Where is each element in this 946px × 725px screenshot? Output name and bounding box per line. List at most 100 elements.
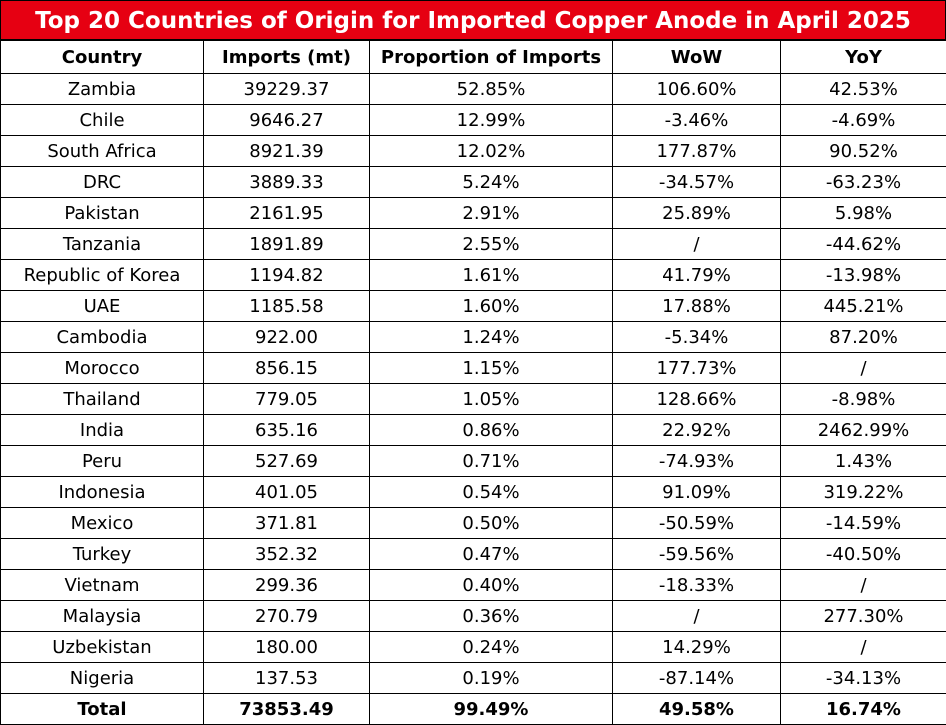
table-cell: / — [780, 569, 946, 601]
table-cell: 42.53% — [780, 73, 946, 105]
table-cell: / — [780, 631, 946, 663]
table-cell: 0.24% — [369, 631, 613, 663]
table-cell: 137.53 — [203, 662, 370, 694]
table-cell: 319.22% — [780, 476, 946, 508]
table-row: Malaysia 270.79 0.36%/277.30% — [0, 600, 946, 632]
table-cell: 2.91% — [369, 197, 613, 229]
table-cell: Pakistan — [0, 197, 204, 229]
table-row: Cambodia 922.00 1.24% -5.34% 87.20% — [0, 321, 946, 353]
table-row: DRC 3889.33 5.24% -34.57% -63.23% — [0, 166, 946, 198]
table-row: Pakistan 2161.95 2.91% 25.89% 5.98% — [0, 197, 946, 229]
table-cell: -59.56% — [612, 538, 781, 570]
table-cell: 277.30% — [780, 600, 946, 632]
table-row: Vietnam 299.36 0.40% -18.33% / — [0, 569, 946, 601]
table-cell: South Africa — [0, 135, 204, 167]
table-cell: -3.46% — [612, 104, 781, 136]
table-cell: 87.20% — [780, 321, 946, 353]
table-cell: 1.24% — [369, 321, 613, 353]
header-cell: Proportion of Imports — [369, 40, 613, 74]
table-cell: 2462.99% — [780, 414, 946, 446]
table-cell: 0.19% — [369, 662, 613, 694]
table-cell: Peru — [0, 445, 204, 477]
total-cell: 73853.49 — [203, 693, 370, 725]
table-cell: 25.89% — [612, 197, 781, 229]
table-row: Tanzania 1891.89 2.55% / -44.62% — [0, 228, 946, 260]
table-cell: 0.47% — [369, 538, 613, 570]
table-cell: Nigeria — [0, 662, 204, 694]
table-title: Top 20 Countries of Origin for Imported … — [0, 0, 946, 40]
table-cell: 445.21% — [780, 290, 946, 322]
table-cell: DRC — [0, 166, 204, 198]
table-cell: -5.34% — [612, 321, 781, 353]
table-cell: 12.02% — [369, 135, 613, 167]
table-row: Morocco 856.15 1.15% 177.73% / — [0, 352, 946, 384]
header-cell: YoY — [780, 40, 946, 74]
total-cell: 99.49% — [369, 693, 613, 725]
table-cell: -14.59% — [780, 507, 946, 539]
table-cell: Morocco — [0, 352, 204, 384]
table-cell: 1185.58 — [203, 290, 370, 322]
table-cell: -18.33% — [612, 569, 781, 601]
table-cell: 0.36% — [369, 600, 613, 632]
table-cell: 177.73% — [612, 352, 781, 384]
table-cell: 299.36 — [203, 569, 370, 601]
table-cell: 106.60% — [612, 73, 781, 105]
table-row: Republic of Korea 1194.82 1.61% 41.79% -13.9… — [0, 259, 946, 291]
table-cell: 635.16 — [203, 414, 370, 446]
table-cell: 352.32 — [203, 538, 370, 570]
total-cell: 16.74% — [780, 693, 946, 725]
table-cell: 177.87% — [612, 135, 781, 167]
table-row: Zambia 39229.37 52.85% 106.60% 42.53% — [0, 73, 946, 105]
table-cell: 2.55% — [369, 228, 613, 260]
table-cell: Malaysia — [0, 600, 204, 632]
table-cell: 1.05% — [369, 383, 613, 415]
table-cell: 0.86% — [369, 414, 613, 446]
table-cell: 0.71% — [369, 445, 613, 477]
table-row: Uzbekistan 180.00 0.24% 14.29% / — [0, 631, 946, 663]
table-cell: / — [780, 352, 946, 384]
table-cell: -74.93% — [612, 445, 781, 477]
table-cell: 52.85% — [369, 73, 613, 105]
table-cell: 128.66% — [612, 383, 781, 415]
table-cell: -50.59% — [612, 507, 781, 539]
table-cell: -40.50% — [780, 538, 946, 570]
total-row: Total 73853.49 99.49% 49.58% 16.74% — [0, 693, 946, 725]
header-cell: Country — [0, 40, 204, 74]
table-row: Indonesia 401.05 0.54% 91.09% 319.22% — [0, 476, 946, 508]
table-cell: -13.98% — [780, 259, 946, 291]
table-cell: 5.98% — [780, 197, 946, 229]
table-cell: 270.79 — [203, 600, 370, 632]
table-row: Mexico 371.81 0.50% -50.59% -14.59% — [0, 507, 946, 539]
table-cell: 1194.82 — [203, 259, 370, 291]
table-row: UAE 1185.58 1.60% 17.88% 445.21% — [0, 290, 946, 322]
data-table: Country Imports (mt) Proportion of Imports… — [0, 40, 946, 725]
table-cell: 3889.33 — [203, 166, 370, 198]
table-cell: 5.24% — [369, 166, 613, 198]
header-row: Country Imports (mt) Proportion of Imports… — [0, 40, 946, 74]
table-cell: 180.00 — [203, 631, 370, 663]
table-cell: 0.40% — [369, 569, 613, 601]
table-cell: 371.81 — [203, 507, 370, 539]
table-cell: India — [0, 414, 204, 446]
table-cell: Cambodia — [0, 321, 204, 353]
table-cell: / — [612, 600, 781, 632]
table-cell: 22.92% — [612, 414, 781, 446]
table-row: Thailand 779.05 1.05% 128.66% -8.98% — [0, 383, 946, 415]
table-cell: 1.61% — [369, 259, 613, 291]
table-cell: 0.54% — [369, 476, 613, 508]
table-cell: 90.52% — [780, 135, 946, 167]
table-cell: 1.60% — [369, 290, 613, 322]
table-cell: -34.57% — [612, 166, 781, 198]
table-cell: 41.79% — [612, 259, 781, 291]
table-cell: Zambia — [0, 73, 204, 105]
table-row: Turkey 352.32 0.47% -59.56% -40.50% — [0, 538, 946, 570]
table-cell: 527.69 — [203, 445, 370, 477]
table-cell: Tanzania — [0, 228, 204, 260]
table-cell: 856.15 — [203, 352, 370, 384]
table-row: South Africa 8921.39 12.02% 177.87% 90.52% — [0, 135, 946, 167]
table-cell: 8921.39 — [203, 135, 370, 167]
header-cell: Imports (mt) — [203, 40, 370, 74]
table-cell: 1.43% — [780, 445, 946, 477]
table-cell: -44.62% — [780, 228, 946, 260]
